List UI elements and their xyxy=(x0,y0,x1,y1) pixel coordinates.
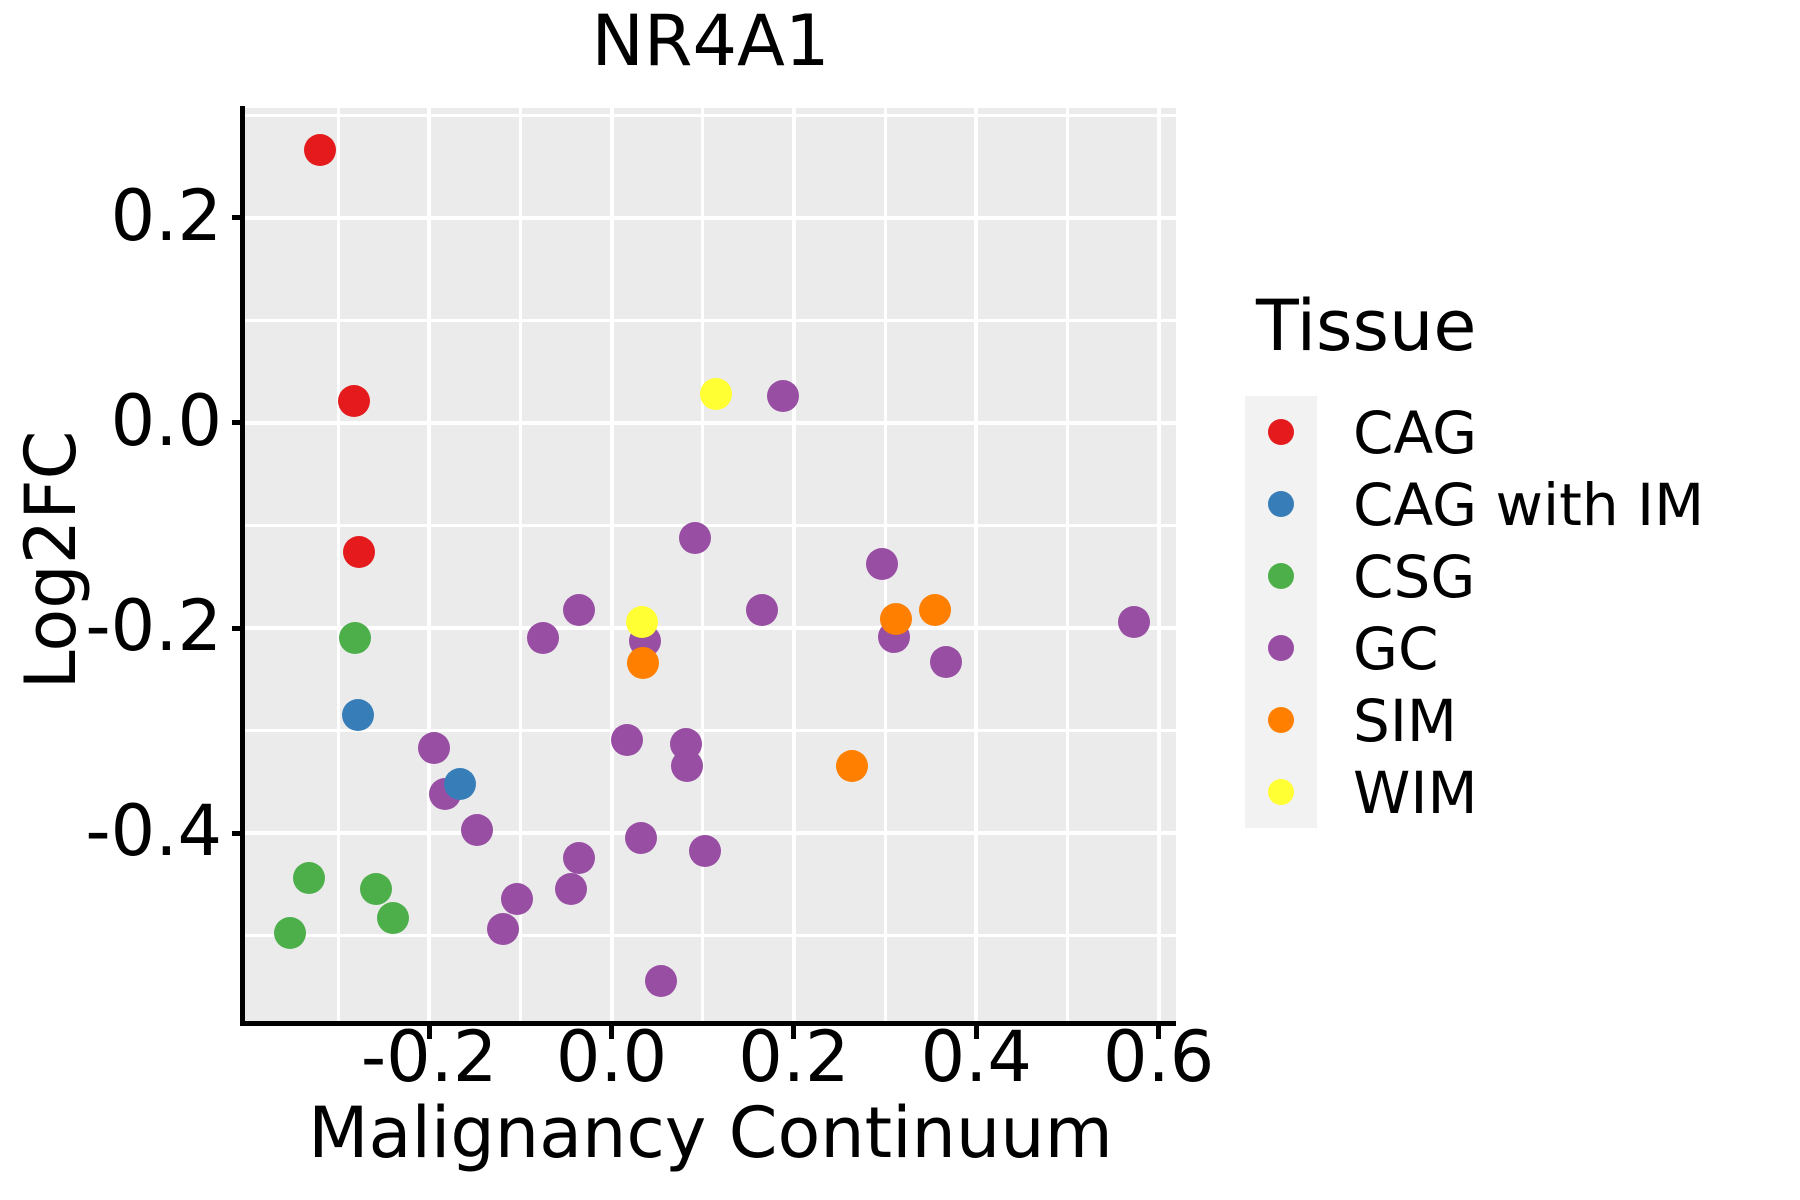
y-tick-0.2 xyxy=(232,215,245,221)
y-axis-title: Log2FC xyxy=(10,430,92,690)
gridline-y-0.3 xyxy=(245,113,1176,117)
point-sim xyxy=(919,593,952,626)
gridline-x--0.2 xyxy=(427,108,432,1022)
point-sim xyxy=(836,749,869,782)
legend-dot-wim-icon xyxy=(1268,779,1294,805)
y-axis-line xyxy=(240,106,245,1026)
x-tick-0.4 xyxy=(973,1026,979,1039)
y-tick-0.0 xyxy=(232,420,245,426)
legend-dot-cag-icon xyxy=(1268,419,1294,445)
y-tick-label--0.4: -0.4 xyxy=(85,790,222,873)
point-gc xyxy=(679,521,712,554)
x-tick-label--0.2: -0.2 xyxy=(360,1016,498,1098)
y-tick--0.4 xyxy=(232,830,245,836)
point-sim xyxy=(626,646,659,679)
gridline-x--0.1 xyxy=(518,108,522,1022)
point-cag-with-im xyxy=(444,768,477,800)
y-tick-label-0.2: 0.2 xyxy=(110,174,222,257)
point-gc xyxy=(671,749,704,782)
gridline-y--0.2 xyxy=(245,626,1176,631)
gridline-x-0.0 xyxy=(609,108,614,1022)
point-gc xyxy=(644,964,677,997)
point-gc xyxy=(611,723,644,756)
legend-key-csg xyxy=(1245,540,1317,612)
point-gc xyxy=(766,380,799,413)
gridline-y-0.1 xyxy=(245,318,1176,322)
point-gc xyxy=(624,822,657,855)
gridline-y--0.3 xyxy=(245,729,1176,733)
point-gc xyxy=(562,841,595,874)
gridline-x--0.3 xyxy=(336,108,340,1022)
x-tick-label-0.6: 0.6 xyxy=(1103,1016,1215,1098)
point-wim xyxy=(625,605,658,638)
x-tick--0.2 xyxy=(426,1026,432,1039)
gridline-x-0.6 xyxy=(1156,108,1161,1022)
legend-key-cag-with-im xyxy=(1245,468,1317,540)
gridline-x-0.2 xyxy=(791,108,796,1022)
point-gc xyxy=(555,872,588,905)
legend-label-gc: GC xyxy=(1353,615,1439,683)
legend-label-wim: WIM xyxy=(1353,759,1478,827)
legend-label-csg: CSG xyxy=(1353,543,1476,611)
point-gc xyxy=(689,834,722,867)
x-tick-label-0.2: 0.2 xyxy=(738,1016,850,1098)
x-tick-label-0.4: 0.4 xyxy=(920,1016,1032,1098)
point-gc xyxy=(417,732,450,765)
gridline-y--0.4 xyxy=(245,831,1176,836)
legend-key-wim xyxy=(1245,756,1317,828)
x-axis-line xyxy=(240,1021,1176,1026)
gridline-y-0.0 xyxy=(245,420,1176,425)
gridline-y--0.5 xyxy=(245,934,1176,938)
legend-dot-sim-icon xyxy=(1268,707,1294,733)
legend-label-cag: CAG xyxy=(1353,399,1478,467)
point-csg xyxy=(273,916,306,949)
legend-key-cag xyxy=(1245,396,1317,468)
legend-dot-csg-icon xyxy=(1268,563,1294,589)
x-tick-0.0 xyxy=(609,1026,615,1039)
legend-key-sim xyxy=(1245,684,1317,756)
legend-dot-cag-with-im-icon xyxy=(1268,491,1294,517)
plot-title: NR4A1 xyxy=(591,0,830,82)
point-csg xyxy=(292,862,325,895)
point-wim xyxy=(699,378,732,411)
point-gc xyxy=(930,645,963,678)
legend-label-cag-with-im: CAG with IM xyxy=(1353,471,1705,539)
point-cag xyxy=(303,134,336,167)
point-gc xyxy=(460,814,493,847)
y-tick-label--0.2: -0.2 xyxy=(85,585,222,668)
point-csg xyxy=(339,622,372,655)
point-cag xyxy=(338,385,371,418)
point-sim xyxy=(880,602,913,635)
gridline-x-0.5 xyxy=(1065,108,1069,1022)
gridline-y-0.2 xyxy=(245,215,1176,220)
x-tick-label-0.0: 0.0 xyxy=(555,1016,668,1098)
point-gc xyxy=(866,548,899,581)
point-cag xyxy=(342,536,375,569)
gridline-x-0.1 xyxy=(701,108,705,1022)
legend-title: Tissue xyxy=(1256,285,1477,367)
y-tick-label-0.0: 0.0 xyxy=(110,379,222,462)
point-csg xyxy=(360,872,393,905)
x-tick-0.2 xyxy=(791,1026,797,1039)
legend-key-gc xyxy=(1245,612,1317,684)
gridline-y--0.1 xyxy=(245,524,1176,527)
legend-label-sim: SIM xyxy=(1353,687,1457,755)
point-csg xyxy=(376,902,409,935)
x-axis-title: Malignancy Continuum xyxy=(308,1092,1113,1174)
point-gc xyxy=(500,882,533,915)
point-gc xyxy=(746,593,779,626)
x-tick-0.6 xyxy=(1156,1026,1162,1039)
legend-dot-gc-icon xyxy=(1268,635,1294,661)
point-gc xyxy=(562,593,595,626)
gridline-x-0.4 xyxy=(974,108,979,1022)
plot-panel xyxy=(245,108,1176,1022)
y-tick--0.2 xyxy=(232,625,245,631)
point-gc xyxy=(1118,605,1151,638)
point-gc xyxy=(527,622,560,655)
point-cag-with-im xyxy=(342,699,375,732)
point-gc xyxy=(487,912,520,945)
